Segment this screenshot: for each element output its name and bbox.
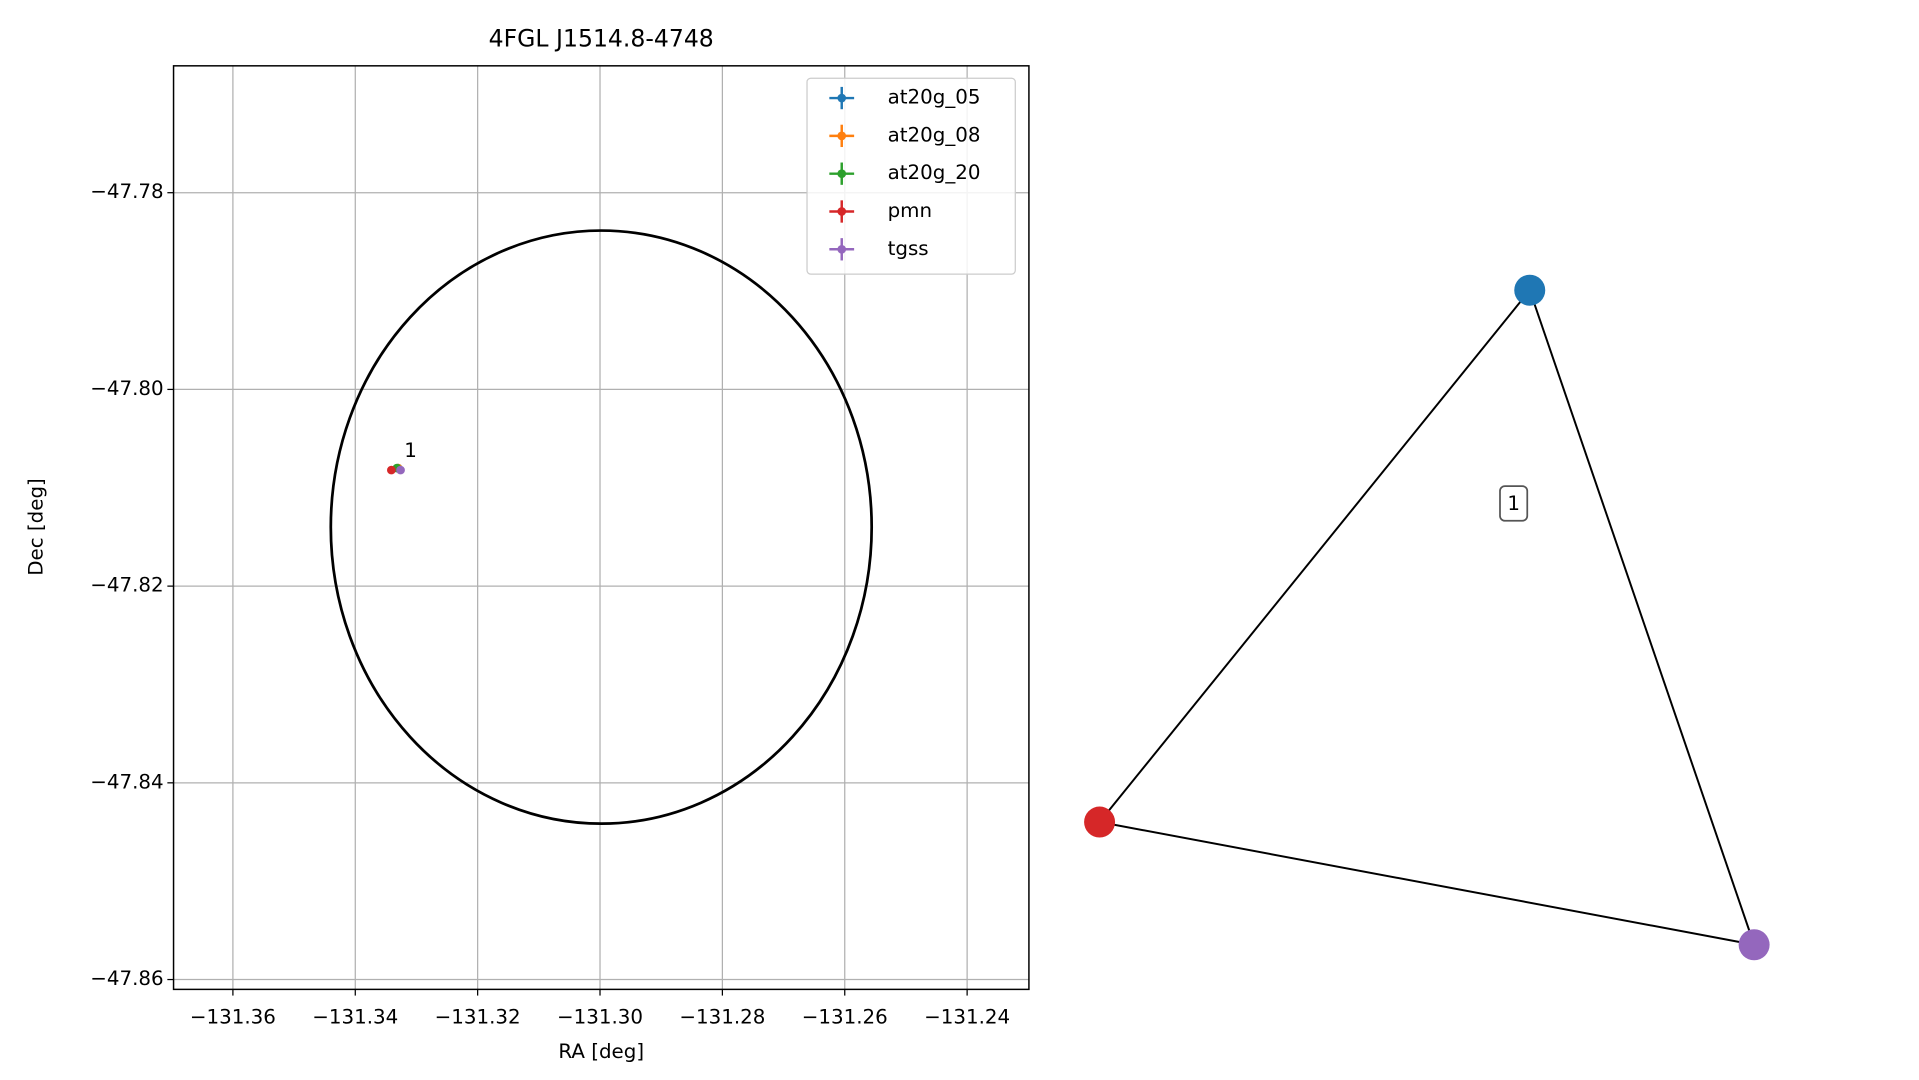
legend-label: at20g_08 [888,123,981,146]
y-tick-label: −47.78 [90,180,163,203]
legend-marker [837,244,847,254]
y-tick-label: −47.80 [90,377,163,400]
error-ellipse [329,229,874,826]
x-tick-label: −131.30 [557,1005,643,1028]
x-tick-label: −131.28 [679,1005,765,1028]
legend-label: at20g_05 [888,86,981,109]
legend-label: pmn [888,199,932,222]
point [387,465,396,475]
y-axis-label: Dec [deg] [25,478,48,576]
edge [1099,821,1755,946]
x-axis-label: RA [deg] [558,1040,644,1063]
annotation: 1 [404,439,417,462]
edge [1098,289,1531,823]
edge [1528,289,1756,946]
legend-frame [806,77,1016,275]
x-tick-label: −131.26 [802,1005,888,1028]
x-tick-label: −131.34 [312,1005,398,1028]
x-tick-label: −131.32 [435,1005,521,1028]
legend-label: tgss [888,237,929,260]
point [396,465,405,475]
x-tick-label: −131.24 [924,1005,1010,1028]
node [1084,806,1116,838]
legend-label: at20g_20 [888,161,981,184]
legend-marker [837,169,847,179]
plot-frame [172,65,1030,991]
y-tick-label: −47.84 [90,770,163,793]
x-tick-label: −131.36 [190,1005,276,1028]
label-box [1499,485,1529,522]
edge-label: 1 [1507,492,1520,515]
legend-marker [837,131,847,141]
y-tick-label: −47.86 [90,967,163,990]
legend-marker [837,207,847,216]
node [1738,929,1770,961]
node [1514,274,1546,306]
legend-marker [837,93,847,103]
y-tick-label: −47.82 [90,574,163,597]
chart-title: 4FGL J1514.8-4748 [489,24,714,52]
